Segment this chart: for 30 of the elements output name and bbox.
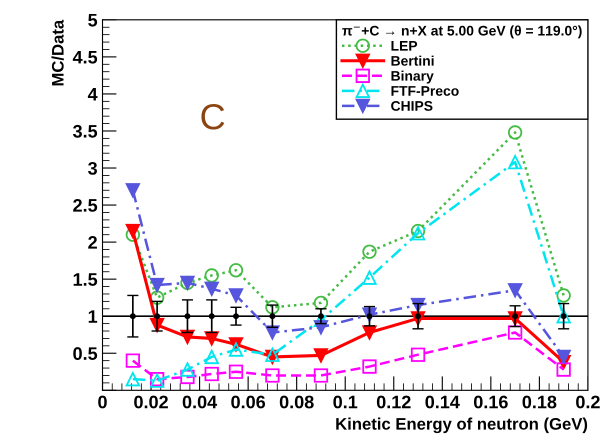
x-tick-label: 0 — [98, 396, 107, 408]
x-tick-label: 0.04 — [182, 396, 218, 408]
y-tick-label: 4 — [88, 88, 98, 100]
x-axis-title: Kinetic Energy of neutron (GeV) — [336, 418, 588, 434]
y-tick-label: 1.5 — [74, 273, 98, 286]
y-tick-label: 1 — [88, 310, 98, 323]
y-tick-label: 2 — [88, 236, 97, 249]
legend-label: Bertini — [391, 56, 434, 66]
x-tick-label: 0.02 — [134, 396, 168, 408]
x-tick-label: 0.14 — [425, 396, 460, 408]
y-tick-label: 3 — [88, 162, 97, 175]
x-tick-label: 0.2 — [576, 396, 600, 408]
y-tick-label: 2.5 — [73, 199, 98, 212]
x-tick-label: 0.12 — [376, 396, 411, 408]
x-tick-label: 0.16 — [474, 396, 508, 408]
annotation: C — [201, 104, 224, 130]
y-tick-label: 5 — [88, 14, 98, 27]
legend-label: FTF-Preco — [391, 86, 459, 96]
y-axis-title: MC/Data — [51, 20, 64, 86]
legend-label: Binary — [391, 70, 434, 84]
y-tick-label: 3.5 — [72, 124, 98, 138]
y-tick-label: 4.5 — [72, 51, 98, 64]
x-tick-label: 0.06 — [231, 396, 266, 408]
legend-label: CHIPS — [391, 101, 432, 111]
legend-label: LEP — [391, 41, 418, 51]
x-tick-label: 0.18 — [522, 396, 556, 408]
x-tick-label: 0.1 — [333, 396, 358, 408]
y-tick-label: 0.5 — [73, 347, 98, 360]
legend-title: π$^{−}$+C → n+X at 5.00 GeV (θ = 119.0°) — [342, 25, 582, 38]
x-tick-label: 0.08 — [280, 396, 314, 408]
